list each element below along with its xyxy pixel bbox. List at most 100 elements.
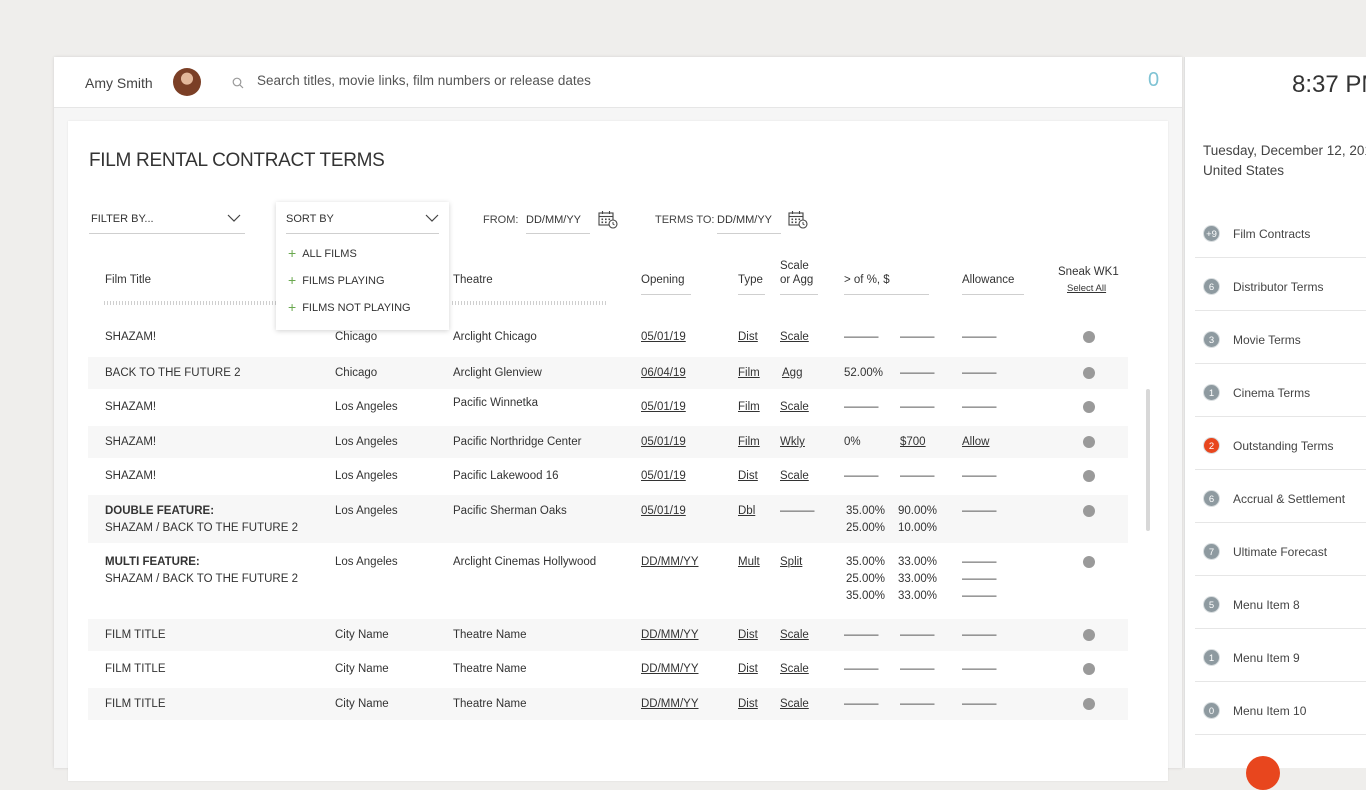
side-menu-item[interactable]: Ultimate Forecast bbox=[1233, 545, 1328, 559]
table-row[interactable]: DOUBLE FEATURE: SHAZAM / BACK TO THE FUTU… bbox=[88, 495, 1128, 543]
film-title-filter-line[interactable] bbox=[104, 301, 279, 305]
col-scale[interactable]: Scale bbox=[780, 260, 809, 272]
sneak-radio[interactable] bbox=[1083, 629, 1095, 641]
calendar-icon[interactable] bbox=[788, 210, 808, 229]
side-menu-item[interactable]: Distributor Terms bbox=[1233, 280, 1324, 294]
side-menu-item[interactable]: Movie Terms bbox=[1233, 333, 1301, 347]
sneak-radio[interactable] bbox=[1083, 663, 1095, 675]
sneak-radio[interactable] bbox=[1083, 436, 1095, 448]
plus-icon: + bbox=[288, 272, 297, 288]
type-link[interactable]: Film bbox=[738, 401, 760, 413]
clock-time: 8:37 PM bbox=[1292, 71, 1366, 98]
type-link[interactable]: Dist bbox=[738, 470, 758, 482]
col-type[interactable]: Type bbox=[738, 274, 763, 286]
allowance-value: ——— bbox=[962, 331, 997, 343]
side-menu-item[interactable]: Menu Item 8 bbox=[1233, 598, 1300, 612]
side-menu-item[interactable]: Outstanding Terms bbox=[1233, 439, 1334, 453]
table-row[interactable]: FILM TITLE City Name Theatre Name DD/MM/YY D… bbox=[88, 619, 1128, 651]
sneak-radio[interactable] bbox=[1083, 470, 1095, 482]
sort-option-label: ALL FILMS bbox=[302, 248, 357, 260]
filter-dropdown[interactable]: FILTER BY... bbox=[89, 206, 245, 234]
sneak-radio[interactable] bbox=[1083, 401, 1095, 413]
col-theatre[interactable]: Theatre bbox=[453, 274, 493, 286]
avatar[interactable] bbox=[173, 68, 201, 96]
select-all-link[interactable]: Select All bbox=[1067, 283, 1107, 294]
type-link[interactable]: Dist bbox=[738, 698, 758, 710]
opening-date[interactable]: DD/MM/YY bbox=[641, 698, 699, 710]
table-row[interactable]: SHAZAM! Los Angeles Pacific Northridge Cen… bbox=[88, 426, 1128, 458]
col-film-title[interactable]: Film Title bbox=[105, 274, 151, 286]
table-row[interactable]: BACK TO THE FUTURE 2 Chicago Arclight Glen… bbox=[88, 357, 1128, 389]
scale-link[interactable]: Scale bbox=[780, 331, 809, 343]
scale-link[interactable]: Scale bbox=[780, 698, 809, 710]
table-row[interactable]: FILM TITLE City Name Theatre Name DD/MM/YY D… bbox=[88, 653, 1128, 685]
search-input[interactable] bbox=[257, 73, 957, 88]
allowance-underline bbox=[962, 294, 1024, 295]
sort-option-films-not-playing[interactable]: + FILMS NOT PLAYING bbox=[288, 298, 411, 315]
opening-date[interactable]: DD/MM/YY bbox=[641, 629, 699, 641]
user-name[interactable]: Amy Smith bbox=[85, 75, 153, 91]
allowance-value[interactable]: Allow bbox=[962, 436, 990, 448]
scale-link[interactable]: Agg bbox=[782, 367, 803, 379]
sneak-radio[interactable] bbox=[1083, 331, 1095, 343]
sort-dropdown[interactable]: SORT BY + ALL FILMS + FILMS PLAYING + FILMS… bbox=[276, 202, 449, 330]
cart-count[interactable]: 0 bbox=[1148, 69, 1160, 91]
table-row[interactable]: MULTI FEATURE: SHAZAM / BACK TO THE FUTUR… bbox=[88, 546, 1128, 614]
scale-link[interactable]: Split bbox=[780, 556, 803, 568]
side-menu-item[interactable]: Accrual & Settlement bbox=[1233, 492, 1346, 506]
sneak-radio[interactable] bbox=[1083, 367, 1095, 379]
allowance-value: ——— bbox=[962, 556, 997, 568]
type-link[interactable]: Dist bbox=[738, 629, 758, 641]
table-scrollbar[interactable] bbox=[1146, 389, 1150, 531]
pct-value: ——— bbox=[844, 331, 879, 343]
opening-date[interactable]: 05/01/19 bbox=[641, 401, 686, 413]
sort-option-all-films[interactable]: + ALL FILMS bbox=[288, 244, 357, 261]
sneak-radio[interactable] bbox=[1083, 505, 1095, 517]
side-menu-item[interactable]: Cinema Terms bbox=[1233, 386, 1311, 400]
opening-date[interactable]: 05/01/19 bbox=[641, 436, 686, 448]
opening-date[interactable]: 06/04/19 bbox=[641, 367, 686, 379]
table-row[interactable]: SHAZAM! Chicago Arclight Chicago 05/01/19 Di… bbox=[88, 321, 1128, 353]
scale-link[interactable]: Scale bbox=[780, 663, 809, 675]
terms-to-date-input[interactable]: DD/MM/YY bbox=[717, 214, 772, 226]
col-pct[interactable]: > of %, $ bbox=[844, 274, 890, 286]
sneak-radio[interactable] bbox=[1083, 556, 1095, 568]
opening-date[interactable]: 05/01/19 bbox=[641, 331, 686, 343]
from-date-input[interactable]: DD/MM/YY bbox=[526, 214, 581, 226]
type-link[interactable]: Film bbox=[738, 367, 760, 379]
sort-option-films-playing[interactable]: + FILMS PLAYING bbox=[288, 271, 385, 288]
col-opening[interactable]: Opening bbox=[641, 274, 685, 286]
sort-dropdown-header[interactable]: SORT BY bbox=[286, 202, 439, 234]
opening-date[interactable]: DD/MM/YY bbox=[641, 556, 699, 568]
sneak-radio[interactable] bbox=[1083, 698, 1095, 710]
opening-date[interactable]: 05/01/19 bbox=[641, 470, 686, 482]
side-menu-item[interactable]: Menu Item 10 bbox=[1233, 704, 1307, 718]
type-link[interactable]: Mult bbox=[738, 556, 760, 568]
type-link[interactable]: Dist bbox=[738, 663, 758, 675]
pct-value: ——— bbox=[844, 698, 879, 710]
col-or-agg[interactable]: or Agg bbox=[780, 274, 814, 286]
side-menu-item[interactable]: Menu Item 9 bbox=[1233, 651, 1300, 665]
pct-value: 35.00% bbox=[846, 505, 886, 517]
calendar-icon[interactable] bbox=[598, 210, 618, 229]
col-allowance[interactable]: Allowance bbox=[962, 274, 1015, 286]
plus-icon: + bbox=[288, 245, 297, 261]
scale-link[interactable]: Scale bbox=[780, 470, 809, 482]
scale-link[interactable]: Scale bbox=[780, 629, 809, 641]
type-link[interactable]: Film bbox=[738, 436, 760, 448]
side-menu-item[interactable]: Film Contracts bbox=[1233, 227, 1311, 241]
pct-value[interactable]: $700 bbox=[900, 436, 926, 448]
table-row[interactable]: SHAZAM! Los Angeles Pacific Lakewood 16 05/… bbox=[88, 460, 1128, 492]
theatre-filter-line[interactable] bbox=[452, 301, 606, 305]
table-row[interactable]: FILM TITLE City Name Theatre Name DD/MM/YY D… bbox=[88, 688, 1128, 720]
opening-date[interactable]: 05/01/19 bbox=[641, 505, 686, 517]
table-row[interactable]: SHAZAM! Los Angeles Pacific Winnetka 05/01/… bbox=[88, 391, 1128, 423]
opening-date[interactable]: DD/MM/YY bbox=[641, 663, 699, 675]
current-country: United States bbox=[1203, 163, 1285, 178]
main-app: Amy Smith 0 FILM RENTAL CONTRACT TERMS F… bbox=[54, 57, 1182, 781]
scale-link[interactable]: Wkly bbox=[780, 436, 805, 448]
type-link[interactable]: Dbl bbox=[738, 505, 756, 517]
scale-link[interactable]: Scale bbox=[780, 401, 809, 413]
menu-separator bbox=[1195, 628, 1366, 629]
type-link[interactable]: Dist bbox=[738, 331, 758, 343]
